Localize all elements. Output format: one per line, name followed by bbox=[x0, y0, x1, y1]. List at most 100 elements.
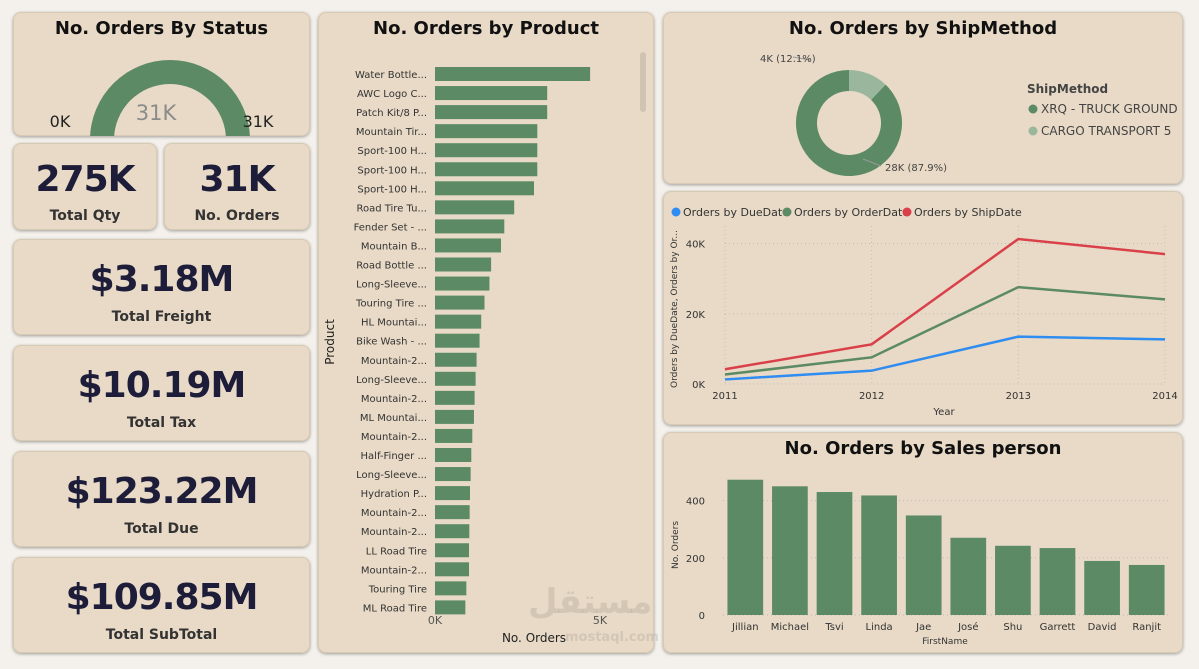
sales-bar bbox=[816, 492, 853, 615]
line-y-tick: 0K bbox=[692, 380, 705, 391]
salesperson-bar-chart: 0 200 400 Jillian Michael Tsvi Linda Jae José Sh… bbox=[671, 479, 1169, 647]
status-gauge-title: No. Orders By Status bbox=[54, 18, 269, 39]
kpi-value: $123.22M bbox=[65, 471, 259, 512]
watermark-logo: مستقل bbox=[528, 582, 652, 622]
product-bar bbox=[435, 562, 469, 577]
legend-label: Orders by OrderDate bbox=[794, 206, 909, 219]
kpi-label: Total Due bbox=[124, 521, 199, 537]
shipmethod-chart-title: No. Orders by ShipMethod bbox=[788, 18, 1058, 39]
product-x-tick: 5K bbox=[593, 614, 608, 627]
product-bar bbox=[435, 486, 470, 501]
sales-x-tick: Michael bbox=[771, 622, 809, 633]
status-gauge-card: No. Orders By Status 31K 0K 31K bbox=[13, 12, 310, 136]
product-category-label: Hydration P... bbox=[361, 489, 427, 500]
shipmethod-chart-card: No. Orders by ShipMethod 4K (12.1%) 28K … bbox=[663, 12, 1183, 184]
product-category-label: LL Road Tire bbox=[366, 546, 427, 557]
product-bar bbox=[435, 448, 472, 462]
product-category-label: Bike Wash - ... bbox=[356, 337, 427, 348]
shipmethod-donut-chart: 4K (12.1%) 28K (87.9%) ShipMethod XRQ - … bbox=[760, 54, 1178, 176]
legend-label: XRQ - TRUCK GROUND bbox=[1041, 102, 1178, 116]
legend-marker bbox=[1028, 104, 1038, 114]
line-y-tick: 20K bbox=[686, 310, 706, 321]
line-y-tick: 40K bbox=[686, 240, 706, 251]
kpi-card-orders: 31K No. Orders bbox=[164, 143, 310, 230]
donut-slice bbox=[796, 70, 902, 176]
line-x-tick: 2014 bbox=[1152, 391, 1177, 402]
product-x-axis-label: No. Orders bbox=[502, 631, 566, 645]
line-series bbox=[724, 237, 1166, 371]
product-bar bbox=[435, 257, 492, 272]
sales-bar bbox=[1128, 564, 1165, 615]
product-category-label: Road Bottle ... bbox=[356, 261, 427, 272]
product-bar bbox=[435, 200, 515, 215]
product-scrollbar[interactable] bbox=[640, 52, 646, 112]
product-bar bbox=[435, 600, 466, 615]
gauge-arc bbox=[90, 60, 250, 136]
product-bar bbox=[435, 505, 470, 520]
product-category-label: Sport-100 H... bbox=[357, 184, 427, 195]
donut-data-label: 4K (12.1%) bbox=[760, 54, 816, 65]
sales-x-axis-label: FirstName bbox=[922, 637, 968, 647]
sales-x-tick: Shu bbox=[1003, 622, 1022, 633]
salesperson-chart-title: No. Orders by Sales person bbox=[784, 438, 1062, 459]
product-bar bbox=[435, 467, 471, 482]
legend-marker bbox=[782, 207, 792, 217]
product-category-label: ML Road Tire bbox=[363, 603, 427, 614]
product-bar bbox=[435, 67, 591, 81]
product-category-label: AWC Logo C... bbox=[357, 89, 427, 100]
kpi-card-freight: $3.18M Total Freight bbox=[13, 239, 310, 335]
product-category-label: Mountain-2... bbox=[361, 394, 427, 405]
product-chart-card: No. Orders by Product Water Bottle... AWC… bbox=[318, 12, 654, 653]
sales-bar bbox=[772, 486, 808, 615]
sales-y-axis-label: No. Orders bbox=[671, 521, 681, 569]
product-category-label: Sport-100 H... bbox=[357, 146, 427, 157]
kpi-value: 31K bbox=[199, 159, 276, 200]
product-category-label: ML Mountai... bbox=[360, 413, 427, 424]
sales-x-tick: Jae bbox=[915, 622, 931, 633]
kpi-label: No. Orders bbox=[194, 208, 280, 224]
product-category-label: Long-Sleeve... bbox=[356, 470, 427, 481]
product-category-label: Touring Tire ... bbox=[355, 299, 427, 310]
sales-bar bbox=[861, 495, 897, 615]
product-category-label: Sport-100 H... bbox=[357, 165, 427, 176]
product-bar bbox=[435, 295, 485, 310]
watermark-sub: mostaql.com bbox=[565, 630, 660, 645]
kpi-value: $3.18M bbox=[89, 259, 235, 300]
product-category-label: Mountain-2... bbox=[361, 356, 427, 367]
legend-marker bbox=[902, 207, 912, 217]
kpi-value: 275K bbox=[35, 159, 135, 200]
orders-by-date-line-chart: Orders by DueDate Orders by OrderDate Or… bbox=[670, 206, 1178, 418]
sales-x-tick: Tsvi bbox=[824, 622, 843, 633]
sales-bar bbox=[950, 537, 987, 615]
product-bar bbox=[435, 352, 477, 367]
product-category-label: Patch Kit/8 P... bbox=[356, 108, 427, 119]
product-bar bbox=[435, 333, 480, 348]
product-bar bbox=[435, 314, 482, 329]
product-y-axis-label: Product bbox=[323, 319, 337, 365]
product-category-label: Half-Finger ... bbox=[361, 451, 427, 462]
kpi-card-subtotal: $109.85M Total SubTotal bbox=[13, 557, 310, 653]
donut-data-label: 28K (87.9%) bbox=[885, 163, 947, 174]
product-bar bbox=[435, 371, 476, 386]
product-bar bbox=[435, 276, 490, 291]
kpi-value: $10.19M bbox=[77, 365, 247, 406]
product-category-label: HL Mountai... bbox=[361, 318, 427, 329]
product-chart-title: No. Orders by Product bbox=[373, 18, 599, 39]
line-x-tick: 2012 bbox=[859, 391, 884, 402]
sales-y-tick: 200 bbox=[686, 554, 705, 565]
product-bar bbox=[435, 543, 469, 558]
sales-bar bbox=[905, 515, 942, 615]
kpi-label: Total Qty bbox=[49, 208, 121, 224]
gauge-max: 31K bbox=[243, 112, 274, 131]
product-category-label: Mountain-2... bbox=[361, 527, 427, 538]
sales-bar bbox=[1039, 548, 1076, 615]
gauge-min: 0K bbox=[50, 112, 71, 131]
product-bar bbox=[435, 181, 534, 196]
sales-y-tick: 0 bbox=[699, 611, 705, 622]
product-category-label: Mountain-2... bbox=[361, 565, 427, 576]
sales-x-tick: Linda bbox=[866, 622, 893, 633]
product-bar bbox=[435, 105, 548, 120]
sales-bar bbox=[727, 479, 764, 615]
sales-x-tick: José bbox=[957, 621, 978, 633]
sales-x-tick: David bbox=[1088, 622, 1117, 633]
